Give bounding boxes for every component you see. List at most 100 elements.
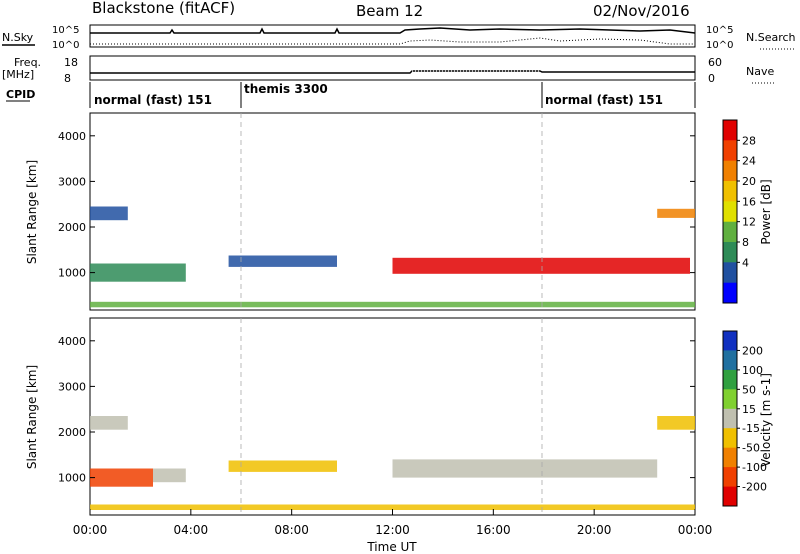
noise-tick-left-bottom: 10^0 <box>52 40 79 51</box>
power-yticks: 1000 2000 3000 4000 <box>58 130 695 280</box>
colorbar-swatch-7 <box>723 467 737 487</box>
xtick-label-0: 00:00 <box>73 523 108 537</box>
velocity-frame <box>89 317 696 516</box>
cpid-seg-2: normal (fast) 151 <box>545 93 663 107</box>
power-marks <box>90 206 695 308</box>
noise-tick-left-top: 10^5 <box>52 25 79 36</box>
noise-tick-right-bottom: 10^0 <box>706 40 733 51</box>
colorbar-tick-label-6: -100 <box>742 461 767 474</box>
colorbar-swatch-2 <box>723 160 737 182</box>
colorbar-swatch-6 <box>723 447 737 468</box>
noise-tick-right-top: 10^5 <box>706 25 733 36</box>
colorbar-swatch-5 <box>723 428 737 449</box>
colorbar-swatch-3 <box>723 181 737 202</box>
ytick-label-3: 4000 <box>58 335 86 348</box>
nsearch-label: N.Search <box>746 31 796 44</box>
colorbar-tick-label-6: 4 <box>742 256 749 269</box>
ytick-label-1: 2000 <box>58 426 86 439</box>
power-frame <box>89 112 696 311</box>
xtick-label-5: 20:00 <box>577 523 612 537</box>
colorbar-swatch-2 <box>723 369 737 390</box>
colorbar-tick-label-0: 28 <box>742 134 756 147</box>
nsky-line <box>90 27 696 34</box>
velocity-band-4 <box>392 459 658 478</box>
colorbar-tick-label-1: 24 <box>742 155 756 168</box>
power-band-2 <box>228 255 337 267</box>
nave-label: Nave <box>746 65 774 78</box>
power-band-1 <box>90 206 128 221</box>
colorbar-tick-label-1: 100 <box>742 364 763 377</box>
power-band-3 <box>392 257 690 274</box>
velocity-band-5 <box>657 416 695 430</box>
velocity-band-3 <box>228 460 337 472</box>
nave-tick-bottom: 0 <box>708 72 715 85</box>
colorbar-tick-label-4: -15 <box>742 422 760 435</box>
ytick-label-0: 1000 <box>58 267 86 280</box>
freq-panel <box>89 55 696 81</box>
colorbar-tick-label-5: -50 <box>742 442 760 455</box>
colorbar-swatch-4 <box>723 408 737 429</box>
velocity-xticks: 00:00 04:00 08:00 12:00 16:00 20:00 00:00 <box>73 509 713 537</box>
colorbar-tick-label-5: 8 <box>742 236 749 249</box>
velocity-marks <box>90 416 695 510</box>
cpid-label: CPID <box>6 88 35 101</box>
colorbar-swatch-7 <box>723 262 737 284</box>
xtick-label-6: 00:00 <box>678 523 713 537</box>
freq-tick-bottom: 8 <box>64 72 71 85</box>
freq-unit-label: [MHz] <box>2 68 34 81</box>
ytick-label-2: 3000 <box>58 175 86 188</box>
freq-line <box>90 70 695 74</box>
xtick-label-1: 04:00 <box>174 523 209 537</box>
velocity-band-6 <box>90 504 695 510</box>
cpid-seg-1: themis 3300 <box>244 82 328 96</box>
velocity-colorbar: 200 100 50 15 -15 -50 -100 -200 <box>722 330 767 507</box>
velocity-cbar-label: Velocity [m s-1] <box>759 373 773 467</box>
ytick-label-0: 1000 <box>58 472 86 485</box>
colorbar-tick-label-4: 12 <box>742 216 756 229</box>
noise-panel <box>89 24 696 48</box>
colorbar-swatch-6 <box>723 242 737 263</box>
cpid-seg-0: normal (fast) 151 <box>94 93 212 107</box>
colorbar-tick-label-3: 15 <box>742 403 756 416</box>
colorbar-tick-label-2: 50 <box>742 383 756 396</box>
nsearch-line <box>90 37 695 45</box>
power-band-0 <box>90 263 186 282</box>
nave-tick-top: 60 <box>708 56 722 69</box>
colorbar-tick-label-2: 20 <box>742 175 756 188</box>
colorbar-swatch-0 <box>723 120 737 141</box>
colorbar-frame <box>722 330 738 507</box>
colorbar-tick-label-3: 16 <box>742 195 756 208</box>
xtick-label-4: 16:00 <box>476 523 511 537</box>
freq-label: Freq. <box>14 56 41 69</box>
colorbar-swatch-1 <box>723 350 737 371</box>
colorbar-tick-label-0: 200 <box>742 344 763 357</box>
colorbar-tick-label-7: -200 <box>742 481 767 494</box>
colorbar-swatch-5 <box>723 221 737 243</box>
beam-title: Beam 12 <box>356 2 423 20</box>
date-title: 02/Nov/2016 <box>593 2 690 20</box>
velocity-yticks: 1000 2000 3000 4000 <box>58 335 695 485</box>
power-ylabel: Slant Range [km] <box>25 160 39 264</box>
power-band-4 <box>657 208 695 218</box>
power-colorbar: 28 24 20 16 12 8 4 <box>722 119 756 304</box>
colorbar-frame <box>722 119 738 304</box>
velocity-ylabel: Slant Range [km] <box>25 365 39 469</box>
colorbar-swatch-0 <box>723 331 737 351</box>
power-panel: Slant Range [km] 1000 2000 3000 4000 <box>25 112 696 311</box>
velocity-band-1 <box>153 468 186 483</box>
xtick-label-3: 12:00 <box>375 523 410 537</box>
colorbar-swatch-4 <box>723 201 737 223</box>
velocity-band-2 <box>90 416 128 430</box>
ytick-label-2: 3000 <box>58 380 86 393</box>
power-band-5 <box>90 301 695 308</box>
velocity-band-0 <box>90 468 153 487</box>
ytick-label-3: 4000 <box>58 130 86 143</box>
xaxis-label: Time UT <box>366 540 417 554</box>
xtick-label-2: 08:00 <box>274 523 309 537</box>
colorbar-swatch-1 <box>723 140 737 162</box>
ytick-label-1: 2000 <box>58 221 86 234</box>
nsky-label: N.Sky <box>2 31 34 44</box>
colorbar-swatch-8 <box>723 282 737 304</box>
